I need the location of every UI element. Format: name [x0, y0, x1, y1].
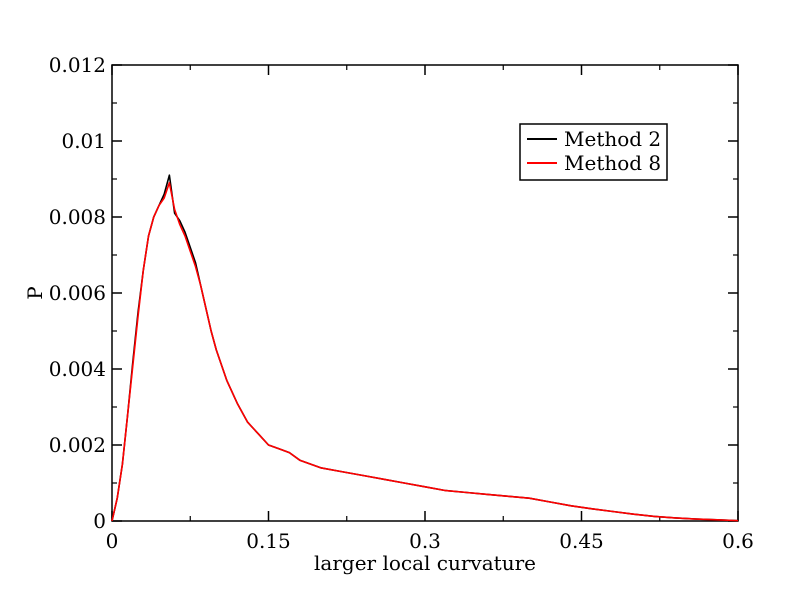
- x-axis-title: larger local curvature: [314, 551, 536, 575]
- y-tick-label: 0: [93, 509, 106, 533]
- x-tick-label: 0.45: [559, 529, 604, 553]
- y-tick-label: 0.004: [49, 357, 106, 381]
- legend-label-method-2: Method 2: [564, 127, 661, 151]
- y-tick-label: 0.006: [49, 281, 106, 305]
- y-axis-title: P: [23, 286, 47, 299]
- x-tick-label: 0.6: [722, 529, 754, 553]
- tick-labels: 0 0.15 0.3 0.45 0.6 0 0.002 0.004 0.006 0.008 0.01…: [49, 53, 754, 553]
- x-tick-label: 0.15: [246, 529, 291, 553]
- y-tick-label: 0.01: [61, 129, 106, 153]
- x-tick-label: 0: [106, 529, 119, 553]
- series-lines: [111, 174, 739, 522]
- legend-label-method-8: Method 8: [564, 151, 661, 175]
- y-tick-label: 0.002: [49, 433, 106, 457]
- y-tick-label: 0.012: [49, 53, 106, 77]
- x-tick-label: 0.3: [409, 529, 441, 553]
- legend-box: [519, 123, 668, 181]
- legend: Method 2 Method 8: [519, 123, 668, 181]
- y-tick-label: 0.008: [49, 205, 106, 229]
- series-line-method-8: [111, 182, 739, 522]
- axis-ticks: [111, 64, 739, 522]
